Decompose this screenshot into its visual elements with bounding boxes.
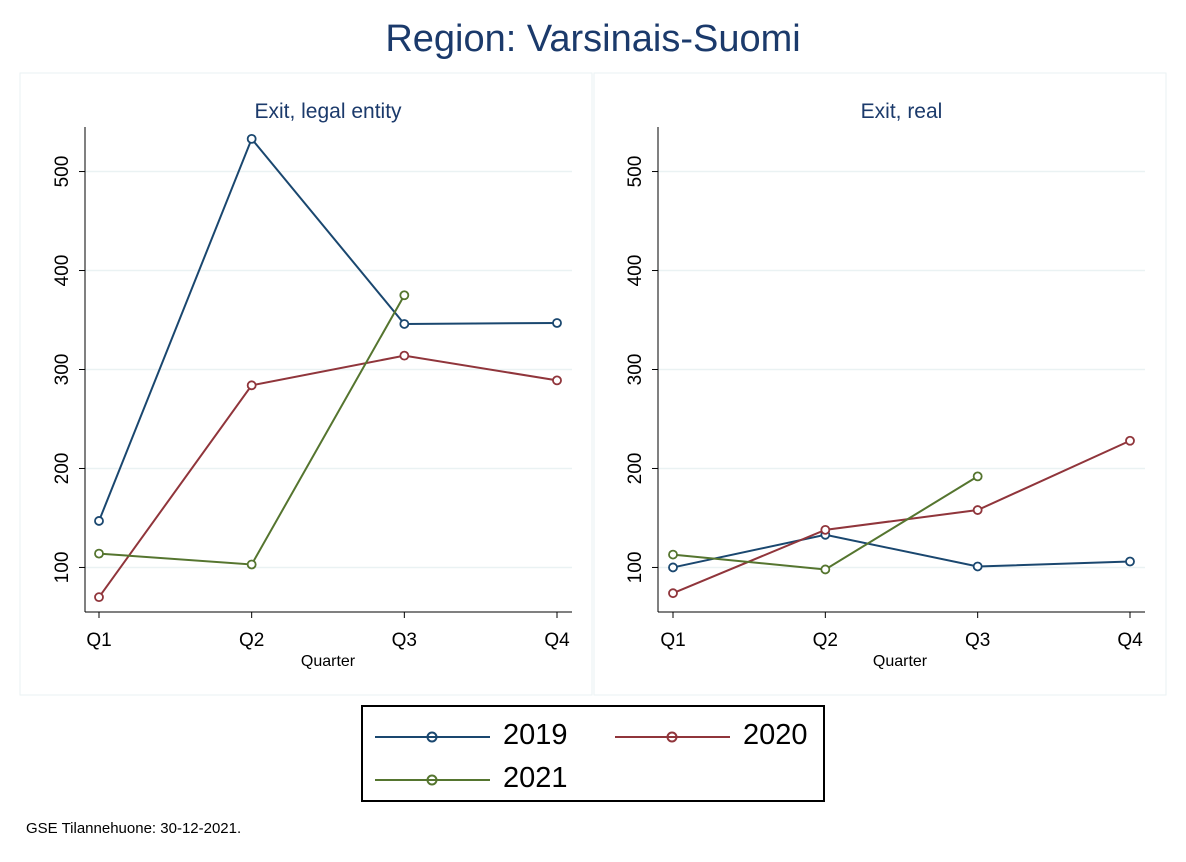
data-point-2020-Q3 (972, 505, 983, 515)
series-line-2019 (98, 136, 558, 522)
panel-2-title: Exit, real (861, 100, 943, 123)
y-tick-label-400: 400 (52, 255, 73, 287)
legend-label-2019: 2019 (503, 719, 568, 751)
y-tick-label-300: 300 (625, 354, 646, 386)
x-tick-label-Q4: Q4 (1117, 630, 1143, 651)
legend-marker-2020 (615, 731, 730, 743)
data-point-2019-Q3 (972, 561, 983, 572)
legend-item-2019: 2019 (375, 719, 585, 755)
data-point-2019-Q1 (668, 562, 678, 573)
y-tick-label-200: 200 (625, 453, 646, 485)
x-tick-label-Q2: Q2 (239, 630, 264, 651)
legend-marker-2021 (375, 774, 490, 786)
data-point-2020-Q3 (399, 350, 410, 361)
data-point-2019-Q4 (552, 318, 562, 328)
data-point-2019-Q3 (399, 319, 410, 329)
y-tick-label-500: 500 (52, 156, 73, 188)
data-point-2020-Q2 (246, 380, 257, 391)
data-point-2019-Q2 (246, 133, 257, 144)
data-point-2019-Q1 (94, 516, 104, 526)
data-point-2019-Q4 (1125, 556, 1135, 567)
panel-2-frame (593, 72, 1167, 696)
x-tick-label-Q1: Q1 (86, 630, 111, 651)
page-title: Region: Varsinais-Suomi (385, 18, 801, 60)
x-tick-label-Q3: Q3 (965, 630, 990, 651)
y-tick-label-100: 100 (52, 552, 73, 584)
data-point-2020-Q4 (1125, 435, 1135, 446)
series-line-2020 (98, 354, 558, 598)
data-point-2020-Q2 (820, 524, 831, 535)
x-axis-label: Quarter (873, 653, 928, 670)
legend: 2019 2020 2021 (361, 705, 825, 802)
data-point-2021-Q2 (246, 559, 257, 570)
panel-1-title: Exit, legal entity (254, 100, 402, 123)
x-axis-label: Quarter (301, 653, 356, 670)
y-tick-label-300: 300 (52, 354, 73, 386)
series-line-2019 (672, 533, 1131, 569)
legend-label-2021: 2021 (503, 762, 568, 794)
data-point-2021-Q1 (94, 548, 104, 559)
legend-marker-2019 (375, 731, 490, 743)
data-point-2021-Q2 (820, 564, 831, 575)
source-note: GSE Tilannehuone: 30-12-2021. (26, 820, 242, 837)
x-tick-label-Q3: Q3 (392, 630, 417, 651)
panel-1-frame (19, 72, 593, 696)
data-point-2021-Q1 (668, 549, 678, 560)
y-tick-label-400: 400 (625, 255, 646, 287)
x-tick-label-Q1: Q1 (660, 630, 685, 651)
legend-item-2021: 2021 (375, 762, 585, 798)
legend-label-2020: 2020 (743, 719, 808, 751)
y-tick-label-500: 500 (625, 156, 646, 188)
x-tick-label-Q2: Q2 (813, 630, 838, 651)
legend-item-2020: 2020 (615, 719, 825, 755)
data-point-2020-Q4 (552, 375, 562, 386)
x-tick-label-Q4: Q4 (544, 630, 570, 651)
data-point-2020-Q1 (668, 588, 678, 599)
y-tick-label-100: 100 (625, 552, 646, 584)
data-point-2021-Q3 (972, 471, 983, 482)
data-point-2020-Q1 (94, 592, 104, 603)
data-point-2021-Q3 (399, 290, 410, 301)
y-tick-label-200: 200 (52, 453, 73, 485)
